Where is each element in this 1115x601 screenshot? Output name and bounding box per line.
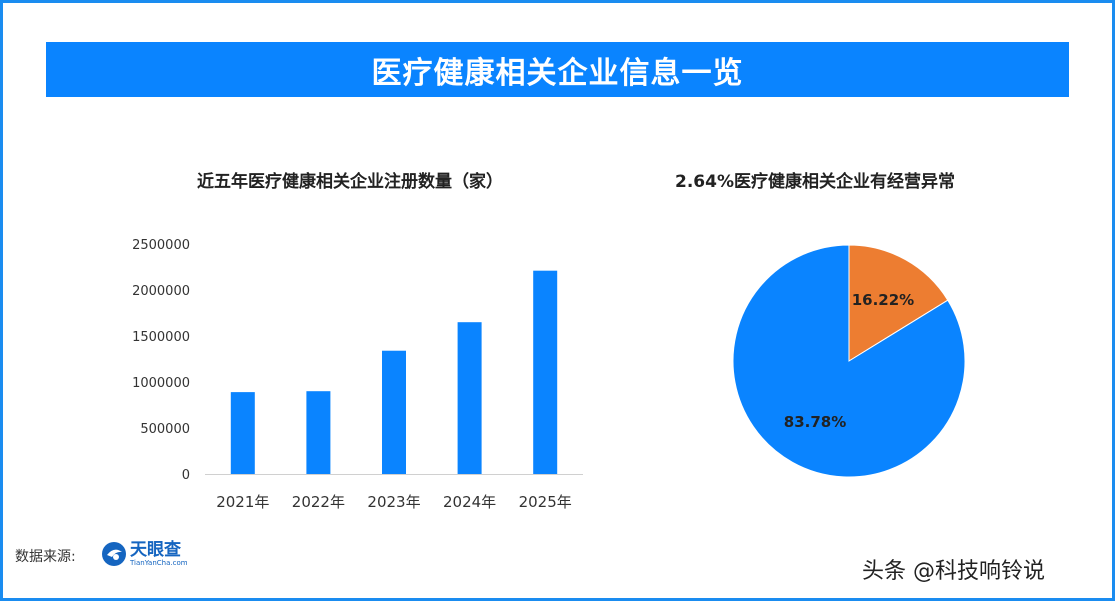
bar: [230, 392, 255, 474]
x-tick-label: 2025年: [519, 493, 572, 511]
pie-chart-title: 2.64%医疗健康相关企业有经营异常: [675, 172, 955, 192]
y-tick-label: 2000000: [132, 284, 190, 299]
pie-slice: [848, 244, 949, 362]
y-tick-label: 0: [182, 468, 190, 483]
bar: [533, 270, 558, 474]
tianyancha-logo-icon: [102, 542, 126, 566]
x-tick-label: 2024年: [443, 493, 496, 511]
x-tick-label: 2021年: [216, 493, 269, 511]
logo-subtitle: TianYanCha.com: [130, 559, 188, 567]
y-tick-label: 1500000: [132, 330, 190, 345]
logo-name: 天眼查: [130, 540, 181, 560]
pie-slice: [732, 244, 966, 478]
y-tick-label: 2500000: [132, 238, 190, 253]
pie-slice-label: 83.78%: [784, 413, 846, 431]
y-tick-label: 500000: [140, 422, 190, 437]
x-tick-label: 2023年: [367, 493, 420, 511]
tianyancha-logo: 天眼查 TianYanCha.com: [100, 540, 188, 568]
bar: [457, 322, 482, 474]
source-label: 数据来源:: [15, 549, 76, 565]
page-title: 医疗健康相关企业信息一览: [46, 42, 1069, 97]
watermark: 头条 @科技响铃说: [862, 559, 1045, 584]
y-tick-label: 1000000: [132, 376, 190, 391]
x-tick-label: 2022年: [292, 493, 345, 511]
bar: [382, 350, 406, 474]
bar: [306, 391, 331, 474]
pie-slice-label: 16.22%: [852, 291, 914, 309]
bar-chart-title: 近五年医疗健康相关企业注册数量（家）: [197, 172, 503, 192]
